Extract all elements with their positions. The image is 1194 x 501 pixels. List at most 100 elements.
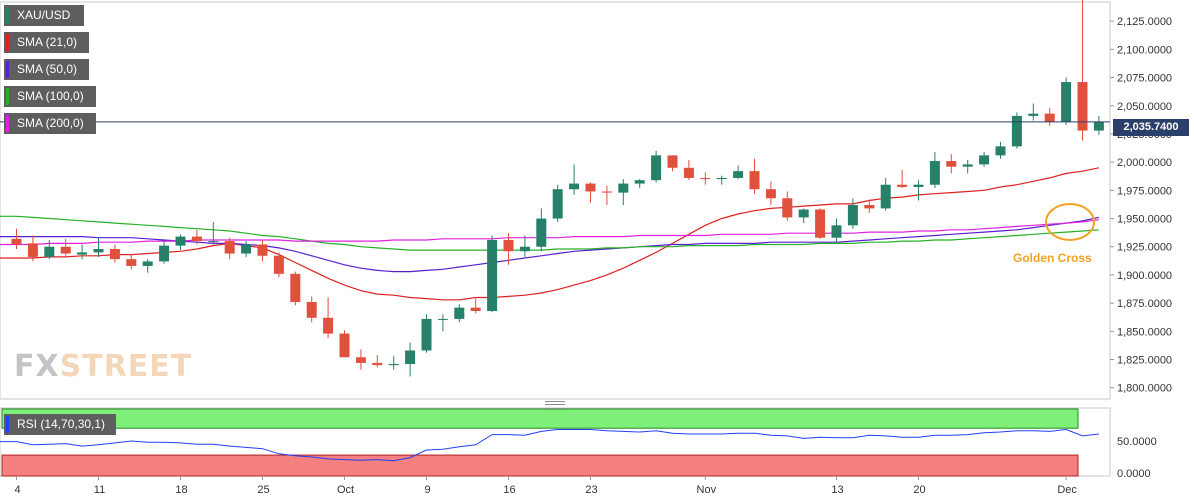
candle-down [355,357,366,363]
price-tick-label: 1,825.0000 [1117,355,1172,367]
price-tick-label: 2,100.0000 [1117,44,1172,56]
price-tick-label: 1,975.0000 [1117,185,1172,197]
candle-down [782,198,793,218]
time-tick-label: 18 [175,484,187,496]
legend-sma-21-label: SMA (21,0) [17,35,78,49]
candle-down [306,302,317,318]
candle-up [651,155,662,181]
price-tick-label: 1,850.0000 [1117,326,1172,338]
legend-sma-200[interactable]: SMA (200,0) [4,113,96,134]
watermark-part1: FX [14,349,60,384]
time-tick-label: 11 [94,484,105,496]
candle-up [831,225,842,238]
candle-up [847,205,858,226]
golden-cross-annotation: Golden Cross [1013,251,1092,265]
candle-up [1093,121,1104,131]
candle-up [175,236,186,246]
candle-up [142,261,153,266]
price-tick-label: 2,000.0000 [1117,157,1172,169]
axis-layer: 1,800.0000 1,825.0000 1,850.0000 1,875.0000… [14,16,1172,496]
candle-up [929,161,940,185]
candle-down [60,246,71,254]
candle-up [1011,115,1022,147]
legend-symbol-label: XAU/USD [17,8,71,22]
legend-sma-200-swatch [6,115,9,132]
rsi-tick-label: 0.0000 [1117,468,1151,480]
candle-down [749,171,760,190]
legend-sma-200-label: SMA (200,0) [17,116,84,130]
time-tick-label: Oct [337,484,354,496]
price-tick-label: 2,050.0000 [1117,101,1172,113]
candle-down [503,239,514,252]
candle-up [388,364,399,366]
time-tick-label: 23 [585,484,597,496]
candle-up [44,246,55,257]
rsi-tick-label: 50.0000 [1117,436,1157,448]
candle-down [470,307,481,312]
legend-sma-50[interactable]: SMA (50,0) [4,59,89,80]
candle-up [798,209,809,218]
candle-down [897,184,908,187]
legend-symbol[interactable]: XAU/USD [4,5,84,26]
candle-down [224,241,235,254]
candle-down [765,189,776,199]
candle-up [618,183,629,193]
time-tick-label: 13 [831,484,843,496]
pane-resize-handle[interactable] [545,401,565,409]
candle-up [1061,82,1072,122]
candle-up [421,318,432,351]
candle-down [323,317,334,334]
candle-down [11,238,22,245]
price-tick-label: 1,800.0000 [1117,383,1172,395]
candle-up [208,241,219,243]
sma-100-line [0,215,1099,251]
candle-down [27,243,38,257]
candle-down [339,333,350,358]
candle-up [454,307,465,319]
fxstreet-watermark-logo: FXSTREET [14,349,192,384]
candle-up [519,246,530,252]
last-price-badge: 2,035.7400 [1113,119,1189,136]
rsi-oversold-zone [1,454,1079,477]
sma-21-line [0,167,1100,301]
legend-rsi-label: RSI (14,70,30,1) [17,417,106,431]
rsi-layer [0,408,1099,477]
rsi-overbought-zone [1,408,1079,429]
candle-down [126,259,137,266]
legend-sma-100-label: SMA (100,0) [17,89,84,103]
watermark-part2: STREET [59,349,193,384]
candle-up [995,146,1006,156]
price-tick-label: 2,125.0000 [1117,16,1172,28]
candle-down [273,255,284,274]
candle-down [290,273,301,303]
time-tick-label: 9 [424,484,430,496]
candle-down [683,167,694,178]
legend-rsi-swatch [6,416,9,433]
candle-up [880,184,891,209]
time-tick-label: Nov [697,484,717,496]
time-tick-label: Dec [1057,484,1077,496]
legend-sma-100[interactable]: SMA (100,0) [4,86,96,107]
candle-up [487,239,498,312]
candle-up [733,171,744,178]
candle-up [962,164,973,167]
legend-symbol-swatch [6,7,9,24]
legend-sma-100-swatch [6,88,9,105]
candle-up [913,184,924,187]
legend-rsi[interactable]: RSI (14,70,30,1) [4,414,116,435]
candle-down [815,209,826,238]
candle-up [241,244,252,254]
candle-up [716,177,727,180]
legend-sma-21-swatch [6,34,9,51]
legend-sma-50-swatch [6,61,9,78]
candle-down [585,183,596,192]
candle-down [257,244,268,256]
candle-down [1077,82,1088,131]
legend-sma-21[interactable]: SMA (21,0) [4,32,89,53]
time-tick-label: 4 [14,484,20,496]
candle-up [1028,113,1039,116]
candle-down [864,205,875,209]
candle-down [601,191,612,193]
indicator-legend: XAU/USD SMA (21,0) SMA (50,0) SMA (100,0… [4,5,100,140]
